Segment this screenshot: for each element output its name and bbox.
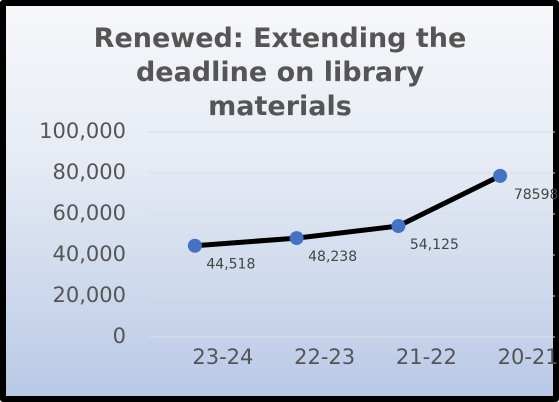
data-label: 44,518	[206, 257, 255, 273]
x-tick-label: 21-22	[396, 345, 457, 369]
y-tick-label: 100,000	[39, 119, 126, 143]
y-tick-label: 20,000	[53, 283, 126, 307]
data-label: 78598	[514, 187, 559, 203]
series-line	[194, 173, 502, 249]
x-tick-label: 22-23	[294, 345, 355, 369]
data-point	[187, 238, 202, 253]
data-point	[493, 168, 508, 183]
data-point	[289, 231, 304, 246]
data-point	[391, 219, 406, 234]
x-tick-label: 20-21	[498, 345, 559, 369]
y-tick-label: 0	[113, 324, 126, 348]
y-tick-label: 40,000	[53, 242, 126, 266]
y-tick-label: 80,000	[53, 160, 126, 184]
chart-title: Renewed: Extending the deadline on libra…	[93, 23, 467, 122]
y-tick-label: 60,000	[53, 201, 126, 225]
data-label: 54,125	[410, 237, 459, 253]
x-tick-label: 23-24	[192, 345, 253, 369]
data-label: 48,238	[308, 249, 357, 265]
